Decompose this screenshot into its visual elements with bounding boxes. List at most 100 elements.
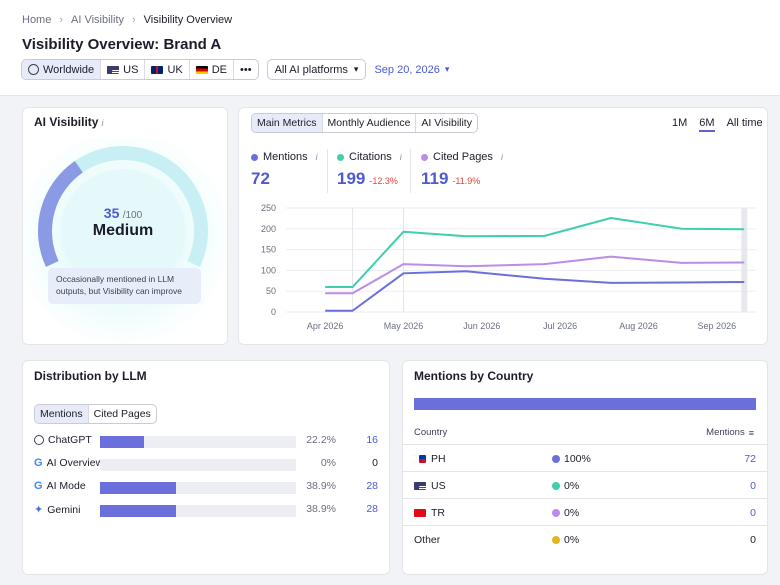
series-line-cited-pages xyxy=(325,255,745,295)
col-mentions[interactable]: Mentions ≡ xyxy=(706,427,754,438)
region-label: Worldwide xyxy=(43,63,95,76)
info-icon[interactable]: i xyxy=(399,152,402,162)
country-percent: 0% xyxy=(564,507,580,519)
info-icon[interactable]: i xyxy=(101,118,104,128)
region-label: US xyxy=(123,63,139,76)
country-row-tr: TR 0% 0 xyxy=(402,498,768,525)
chevron-down-icon: ▾ xyxy=(353,64,359,74)
filter-bar: Worldwide US UK DE ••• All AI platforms … xyxy=(21,59,449,80)
ai-visibility-title: AI Visibility i xyxy=(34,115,103,129)
de-flag-icon xyxy=(195,65,208,74)
country-count[interactable]: 72 xyxy=(744,453,756,465)
llm-bar-fill xyxy=(100,482,177,494)
tab-ai-visibility[interactable]: AI Visibility xyxy=(415,114,477,132)
share-dot xyxy=(552,455,560,463)
more-regions-button[interactable]: ••• xyxy=(233,60,258,79)
tab-main-metrics[interactable]: Main Metrics xyxy=(252,114,322,132)
info-icon[interactable]: i xyxy=(315,152,318,162)
range-1m[interactable]: 1M xyxy=(672,117,688,129)
marker-band xyxy=(741,208,748,312)
llm-label: Gemini xyxy=(47,503,81,516)
gemini-icon: ✦ xyxy=(34,504,44,516)
country-row-us: US 0% 0 xyxy=(402,471,768,498)
region-us[interactable]: US xyxy=(100,60,144,79)
share-dot xyxy=(552,482,560,490)
range-all-time[interactable]: All time xyxy=(726,117,763,129)
country-count[interactable]: 0 xyxy=(750,480,756,492)
llm-row-gemini[interactable]: ✦ Gemini 38.9% 28 xyxy=(34,503,380,517)
tab-cited-pages[interactable]: Cited Pages xyxy=(87,405,156,423)
col-country: Country xyxy=(414,427,448,438)
series-dot xyxy=(421,153,428,161)
globe-icon xyxy=(28,64,39,75)
country-name: TR xyxy=(414,507,445,519)
visibility-level: Medium xyxy=(92,222,154,239)
tr-flag-icon xyxy=(414,509,426,517)
col-mentions-label: Mentions xyxy=(706,427,745,438)
x-tick-label: Apr 2026 xyxy=(307,321,344,331)
country-card xyxy=(402,360,768,575)
google-icon: G xyxy=(34,457,43,469)
country-count[interactable]: 0 xyxy=(750,507,756,519)
country-share: 0% xyxy=(552,507,579,519)
y-tick-label: 250 xyxy=(261,203,276,213)
x-tick-label: Jun 2026 xyxy=(463,321,500,331)
country-name: US xyxy=(414,480,446,492)
llm-percent: 38.9% xyxy=(306,480,336,492)
llm-percent: 0% xyxy=(320,457,336,469)
region-de[interactable]: DE xyxy=(188,60,233,79)
platform-dropdown[interactable]: All AI platforms ▾ xyxy=(266,59,367,80)
y-tick-label: 100 xyxy=(261,265,276,275)
visibility-note: Occasionally mentioned in LLM outputs, b… xyxy=(48,268,201,304)
share-dot xyxy=(552,536,560,544)
metric-divider xyxy=(327,149,328,193)
metric-cited-pages-delta: -11.9% xyxy=(452,176,481,186)
metric-citations: Citations i 199 -12.3% xyxy=(337,151,402,189)
country-percent: 0% xyxy=(564,480,580,492)
llm-row-chatgpt[interactable]: ChatGPT 22.2% 16 xyxy=(34,434,380,448)
metric-cited-pages: Cited Pages i 119 -11.9% xyxy=(421,151,503,189)
country-title: Mentions by Country xyxy=(414,369,534,383)
llm-bar-fill xyxy=(100,436,144,448)
x-tick-label: May 2026 xyxy=(384,321,424,331)
region-worldwide[interactable]: Worldwide xyxy=(22,60,101,79)
info-icon[interactable]: i xyxy=(500,152,503,162)
y-tick-label: 50 xyxy=(266,286,276,296)
range-6m[interactable]: 6M xyxy=(699,117,715,132)
llm-row-ai-mode[interactable]: G AI Mode 38.9% 28 xyxy=(34,480,380,494)
date-dropdown[interactable]: Sep 20, 2026 ▾ xyxy=(374,64,449,76)
breadcrumb-current: Visibility Overview xyxy=(143,14,233,26)
llm-percent: 22.2% xyxy=(306,434,336,446)
score-max: /100 xyxy=(122,210,143,221)
region-selector: Worldwide US UK DE ••• xyxy=(21,59,259,80)
breadcrumb-home[interactable]: Home xyxy=(22,14,52,26)
llm-bar-track xyxy=(100,459,296,471)
chatgpt-icon xyxy=(34,435,44,445)
metric-label: Citations i xyxy=(337,151,402,163)
country-share-bar xyxy=(414,398,756,410)
llm-count[interactable]: 16 xyxy=(366,434,378,446)
series-dot xyxy=(337,153,344,161)
llm-name: ChatGPT xyxy=(34,434,92,446)
llm-row-ai-overview[interactable]: G AI Overview 0% 0 xyxy=(34,457,380,471)
region-uk[interactable]: UK xyxy=(144,60,188,79)
gauge-inner xyxy=(61,169,185,293)
country-count: 0 xyxy=(750,534,756,546)
metric-cited-pages-label: Cited Pages xyxy=(433,151,493,163)
date-dropdown-label: Sep 20, 2026 xyxy=(374,63,440,76)
llm-bar-fill xyxy=(100,505,177,517)
metric-citations-value: 199 xyxy=(337,169,366,188)
country-name: Other xyxy=(414,534,440,546)
llm-percent: 38.9% xyxy=(306,503,336,515)
metric-label: Cited Pages i xyxy=(421,151,503,163)
distribution-title: Distribution by LLM xyxy=(34,369,147,383)
country-row-ph: PH 100% 72 xyxy=(402,444,768,471)
metric-mentions-value: 72 xyxy=(251,169,270,188)
breadcrumb-ai-visibility[interactable]: AI Visibility xyxy=(71,14,124,26)
llm-count[interactable]: 28 xyxy=(366,480,378,492)
x-tick-label: Jul 2026 xyxy=(543,321,577,331)
distribution-tabs: Mentions Cited Pages xyxy=(34,404,157,424)
tab-monthly-audience[interactable]: Monthly Audience xyxy=(321,114,416,132)
tab-mentions[interactable]: Mentions xyxy=(35,405,88,423)
llm-count[interactable]: 28 xyxy=(366,503,378,515)
